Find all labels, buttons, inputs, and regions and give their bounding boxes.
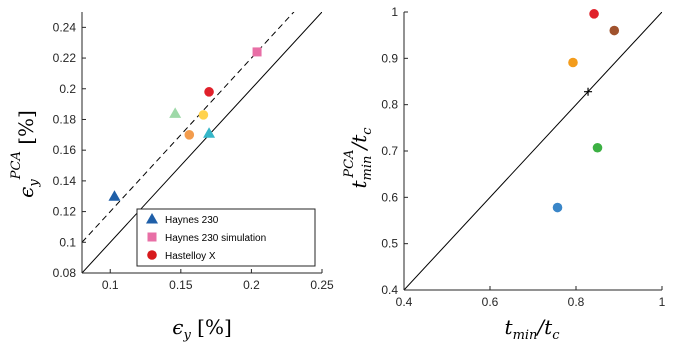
svg-text:tminPCA/tc: tminPCA/tc — [342, 127, 375, 189]
panel-b-data-point — [589, 9, 599, 19]
panel-a-dashed-offset-line — [82, 12, 295, 243]
legend-marker — [147, 232, 157, 242]
svg-text:ϵyPCA [%]: ϵyPCA [%] — [9, 110, 42, 198]
panel-b-x-tick-label: 0.4 — [396, 295, 413, 309]
panel-b-x-axis-label: tmin/tc — [505, 315, 561, 343]
panel-b-y-tick-label: 1 — [391, 5, 398, 19]
panel-a: ϵyPCA [%] ϵy [%] 0.1 0.15 0.2 0.25 0.08 0.1 0.… — [9, 12, 334, 343]
panel-b-y-tick-label: 0.4 — [381, 283, 398, 297]
panel-a-data-point — [169, 107, 182, 118]
legend-marker — [147, 250, 157, 260]
panel-a-x-axis-label: ϵy [%] — [172, 315, 232, 343]
legend-entry-label: Hastelloy X — [165, 251, 216, 262]
panel-a-x-tick-label: 0.15 — [169, 278, 193, 292]
panel-a-y-tick-label: 0.14 — [53, 174, 77, 188]
panel-a-y-tick-label: 0.18 — [53, 112, 77, 126]
panel-a-data-point — [108, 190, 121, 201]
panel-a-x-tick-label: 0.25 — [310, 278, 334, 292]
panel-b-x-tick-label: 1 — [659, 295, 666, 309]
panel-a-y-tick-label: 0.12 — [53, 205, 77, 219]
panel-b-data-point — [592, 142, 603, 153]
panel-a-data-point — [184, 130, 195, 140]
panel-b-y-tick-label: 0.8 — [381, 98, 398, 112]
svg-text:tmin/tc: tmin/tc — [505, 315, 561, 343]
panel-a-data-point — [252, 47, 262, 57]
panel-a-y-axis-label: ϵyPCA [%] — [9, 110, 42, 198]
legend-entry-label: Haynes 230 — [165, 215, 219, 226]
panel-b-data-point — [568, 57, 578, 68]
panel-b-data-point — [609, 25, 620, 36]
panel-a-y-tick-label: 0.16 — [53, 143, 77, 157]
panel-b-y-axis-label: tminPCA/tc — [342, 127, 375, 189]
panel-b-data-point — [584, 87, 593, 96]
panel-a-y-tick-label: 0.08 — [53, 266, 77, 280]
panel-b: tminPCA/tc tmin/tc 0.4 0.6 0.8 1 0.4 0.5 0.6 0.… — [342, 5, 666, 343]
panel-a-data-point — [203, 127, 216, 138]
panel-b-y-tick-label: 0.7 — [381, 144, 398, 158]
panel-b-y-tick-label: 0.6 — [381, 190, 398, 204]
svg-text:ϵy [%]: ϵy [%] — [172, 315, 232, 343]
panel-a-data-point — [204, 87, 214, 97]
panel-a-y-tick-label: 0.2 — [59, 82, 76, 96]
panel-a-data-point — [198, 110, 209, 120]
panel-a-y-tick-label: 0.24 — [53, 20, 77, 34]
panel-b-x-tick-label: 0.8 — [568, 295, 585, 309]
panel-b-y-tick-label: 0.5 — [381, 237, 398, 251]
panel-a-x-tick-label: 0.2 — [243, 278, 260, 292]
panel-b-y-tick-label: 0.9 — [381, 51, 398, 65]
panel-a-identity-line — [82, 12, 322, 273]
legend-marker — [146, 213, 158, 224]
panel-b-x-tick-label: 0.6 — [482, 295, 499, 309]
legend-box — [136, 208, 316, 267]
panel-b-identity-line — [404, 12, 662, 290]
panel-a-legend: Haynes 230 Haynes 230 simulation Hastelloy… — [136, 208, 316, 267]
panel-a-x-tick-label: 0.1 — [102, 278, 119, 292]
panel-a-y-tick-label: 0.1 — [59, 235, 76, 249]
legend-entry-label: Haynes 230 simulation — [165, 233, 266, 244]
panel-a-y-tick-label: 0.22 — [53, 51, 77, 65]
panel-b-data-point — [552, 202, 563, 213]
